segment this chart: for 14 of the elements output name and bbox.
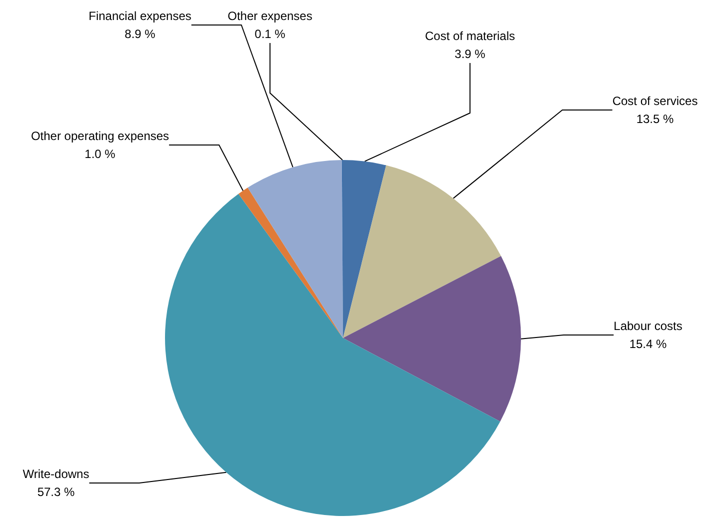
slice-label: Cost of materials [424, 29, 516, 43]
slice-label: Financial expenses [88, 9, 192, 23]
data-label: 8.9 % [124, 27, 156, 41]
data-label: 3.9 % [454, 47, 486, 61]
slice-label: Labour costs [614, 319, 682, 333]
data-label: 15.4 % [629, 337, 668, 351]
slice-label: Cost of services [612, 94, 698, 108]
data-label: 13.5 % [636, 112, 674, 126]
data-label: 0.1 % [254, 27, 286, 41]
slice-label: Other expenses [228, 9, 312, 23]
data-label: 1.0 % [84, 147, 116, 161]
slice-label: Write-downs [22, 467, 90, 481]
slice-label: Other operating expenses [30, 129, 170, 143]
data-label: 57.3 % [37, 485, 76, 499]
